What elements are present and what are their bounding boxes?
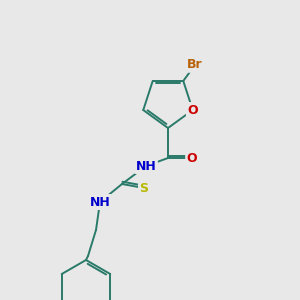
Text: O: O bbox=[188, 103, 198, 116]
Text: NH: NH bbox=[90, 196, 110, 208]
Text: S: S bbox=[140, 182, 148, 194]
Text: O: O bbox=[187, 152, 197, 164]
Text: Br: Br bbox=[187, 58, 203, 71]
Text: NH: NH bbox=[136, 160, 156, 172]
